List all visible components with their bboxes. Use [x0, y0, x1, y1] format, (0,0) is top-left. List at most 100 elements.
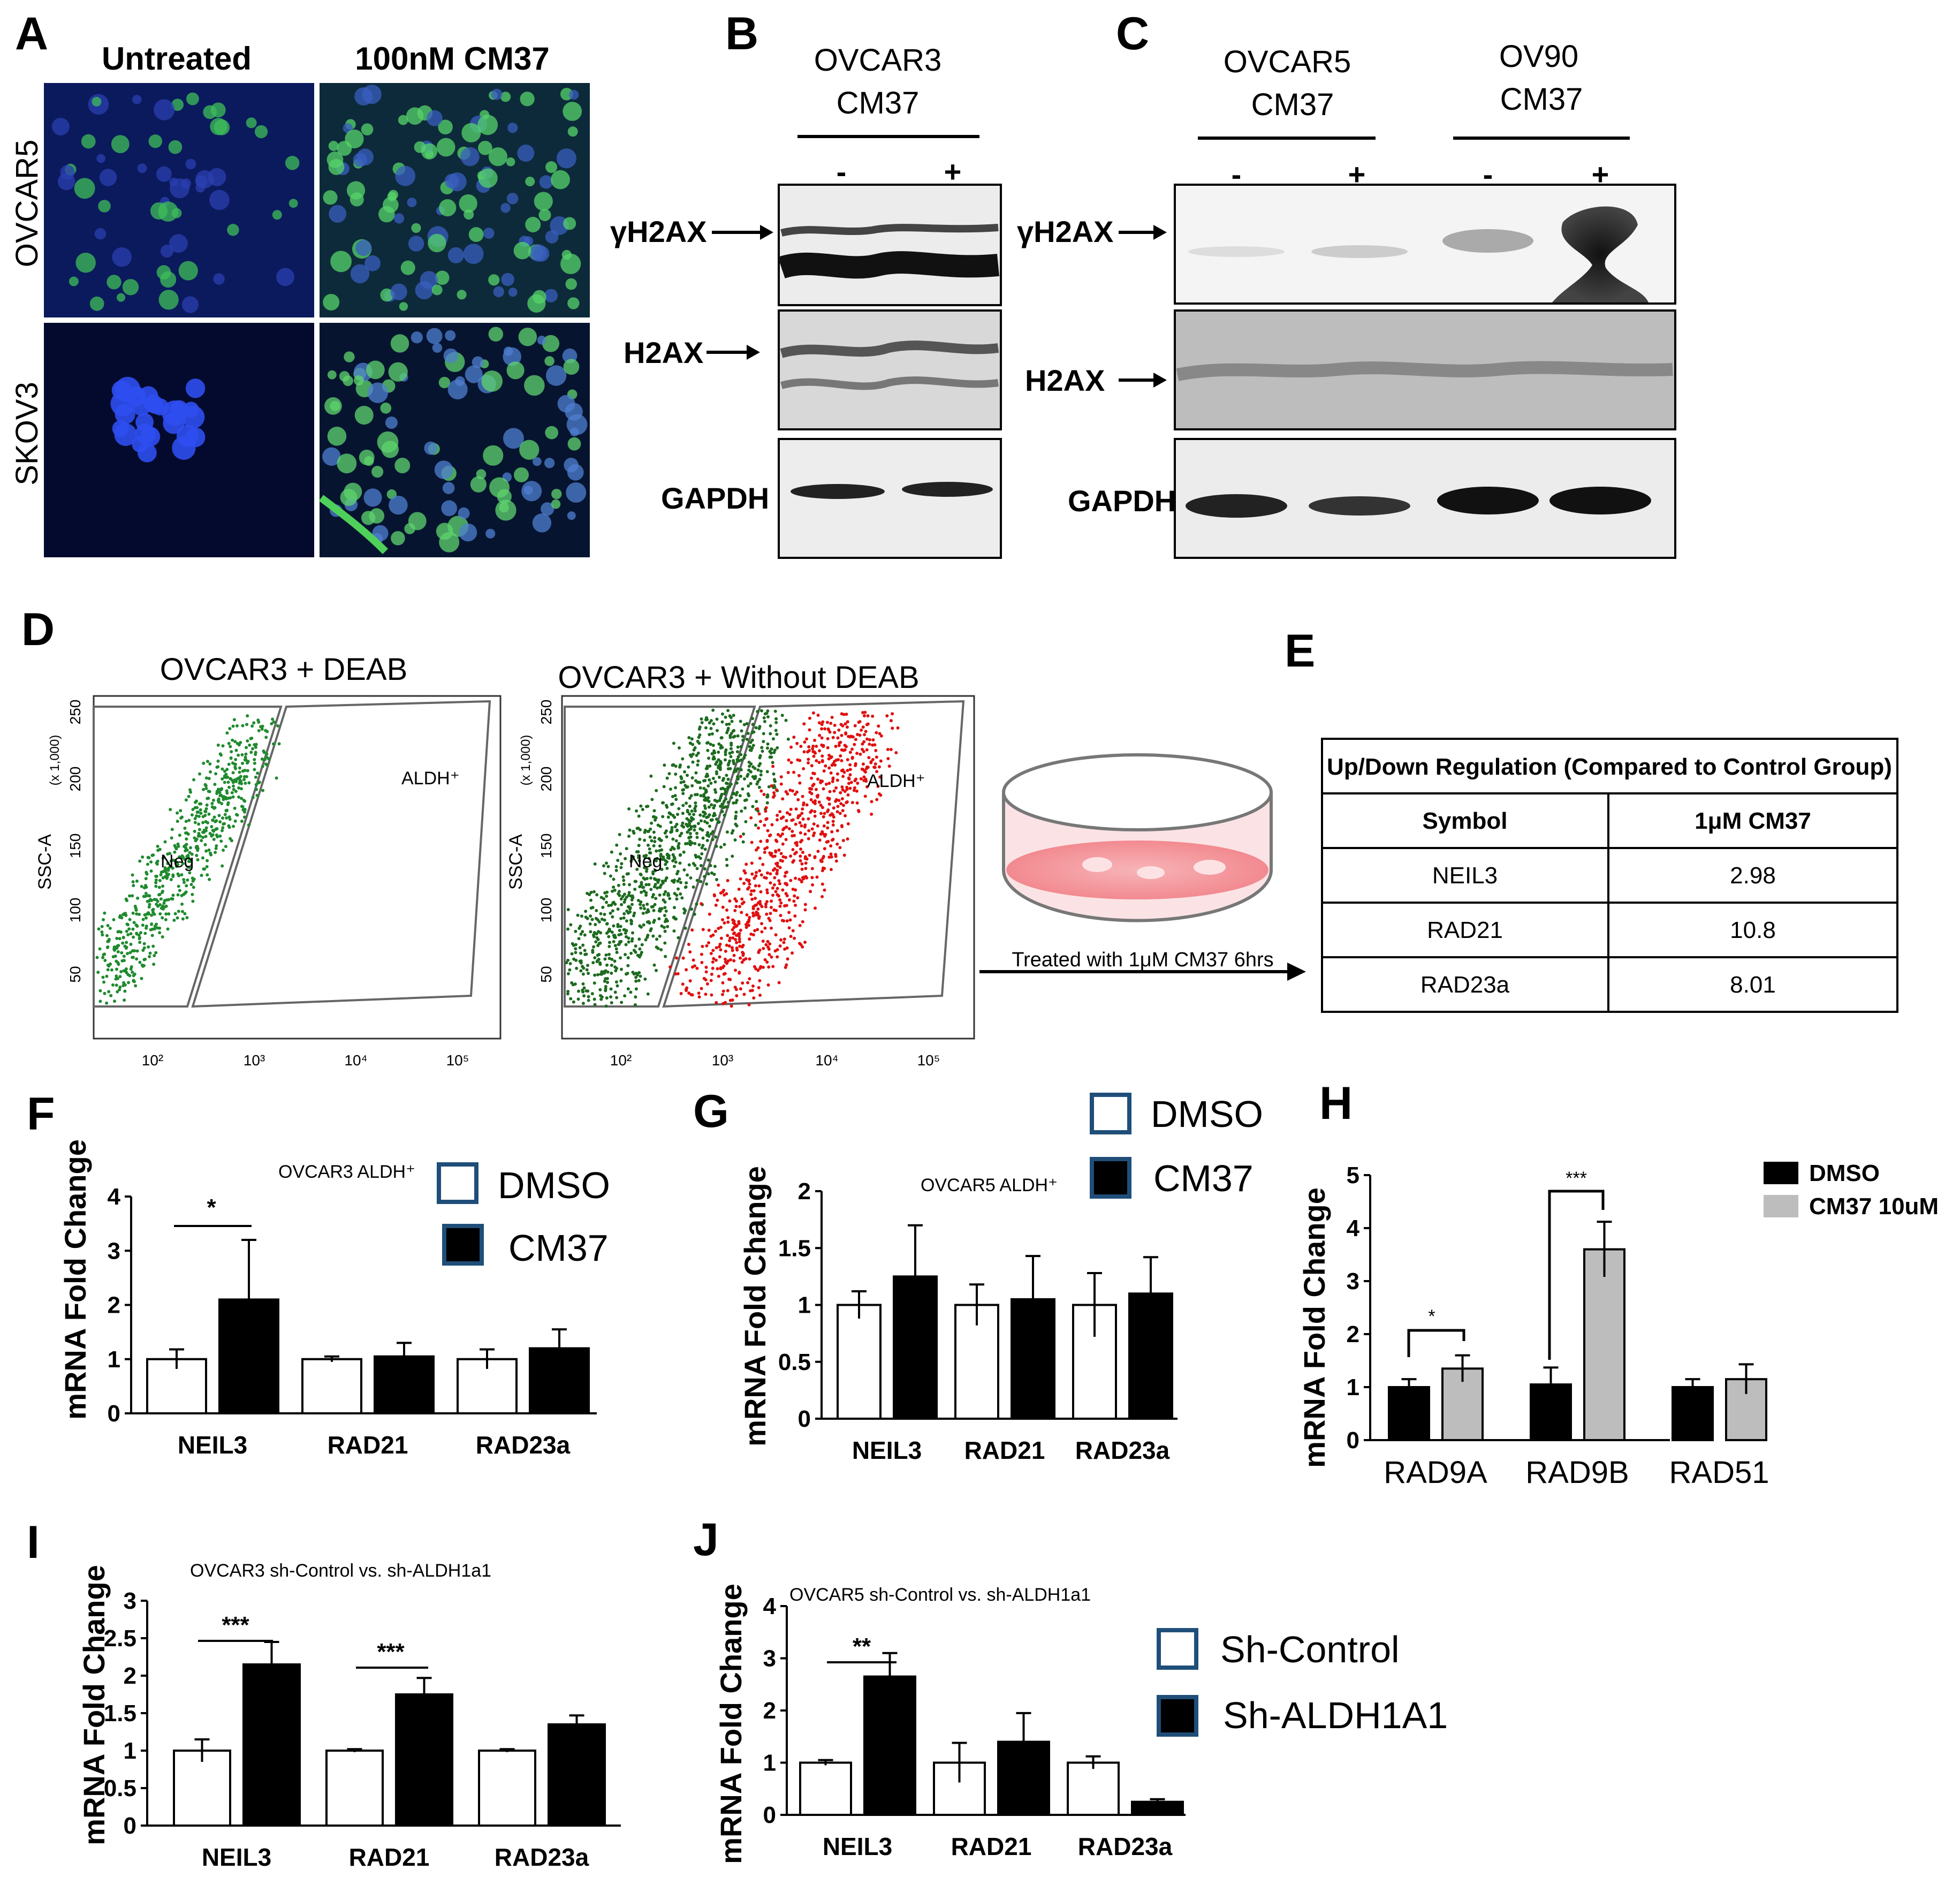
flow-event: [232, 824, 235, 828]
flow-event: [721, 989, 725, 993]
flow-event: [720, 720, 724, 724]
cell-mark: [169, 234, 188, 253]
flow-event: [822, 769, 826, 773]
flow-event: [272, 720, 276, 724]
flow-event: [608, 929, 612, 933]
flow-event: [674, 839, 678, 843]
blot-c-gh2ax-band-1: [1188, 246, 1285, 257]
cell-mark: [436, 138, 455, 157]
flow-event: [861, 742, 864, 746]
flow-event: [264, 729, 268, 732]
flow-event: [802, 767, 806, 770]
flow-event: [184, 890, 188, 894]
flow-event: [649, 851, 652, 855]
flow-event: [703, 806, 707, 810]
flow-event: [581, 982, 585, 986]
flow-event: [162, 902, 166, 905]
gene-table-cell: 8.01: [1730, 972, 1776, 998]
flow-event: [730, 1004, 733, 1008]
flow-event: [756, 907, 760, 911]
blot-c-label-gapdh: GAPDH: [1068, 484, 1176, 518]
flow-event: [162, 870, 165, 874]
flow-event: [725, 864, 729, 867]
cell-mark: [254, 125, 268, 139]
flow-event: [127, 981, 131, 985]
flow-event: [834, 854, 838, 858]
flow-event: [830, 763, 834, 767]
flow-event: [826, 727, 830, 731]
panel-a-label: A: [15, 8, 48, 59]
flow-event: [778, 810, 782, 814]
flow-event: [831, 838, 834, 842]
flow-event: [241, 724, 245, 728]
flow-event: [732, 921, 735, 925]
flow-event: [758, 899, 762, 903]
flow-event: [591, 961, 595, 965]
flow-event: [721, 778, 725, 782]
flow-event: [173, 912, 177, 915]
flow-event: [239, 779, 243, 783]
flow-event: [697, 736, 701, 739]
flow-event: [634, 944, 637, 948]
flow-event: [585, 968, 589, 972]
category-label: RAD23a: [495, 1843, 589, 1871]
chart-f-legend-cm37: CM37: [508, 1227, 609, 1269]
chart-f-legend-dmso: DMSO: [498, 1164, 610, 1206]
flow-event: [254, 745, 257, 749]
cell-mark: [567, 126, 578, 137]
flow-event: [181, 862, 185, 866]
flow-event: [741, 981, 745, 985]
flow-event: [709, 718, 713, 722]
cell-mark: [566, 482, 587, 503]
flow-event: [711, 757, 715, 761]
flow-event: [803, 857, 807, 860]
cell-mark: [438, 376, 451, 389]
flow-event: [724, 748, 728, 752]
flow-event: [861, 725, 865, 729]
cell-mark: [367, 382, 389, 403]
flow-event: [188, 788, 192, 792]
cell-mark: [477, 115, 498, 135]
flow-event: [732, 735, 735, 739]
flow-event: [185, 884, 188, 888]
flow-event: [615, 843, 619, 847]
panel-i: I OVCAR3 sh-Control vs. sh-ALDH1a1 mRNA …: [27, 1517, 621, 1871]
flow-event: [889, 719, 893, 723]
flow-event: [214, 772, 218, 776]
flow-event: [211, 798, 215, 802]
flow-event: [270, 722, 274, 725]
flow-event: [685, 968, 688, 972]
cell-mark: [388, 362, 408, 382]
flow-event: [714, 762, 718, 766]
flow-event: [247, 823, 250, 827]
flow-event: [652, 830, 656, 834]
flow-event: [187, 819, 191, 822]
flow-event: [172, 919, 176, 922]
flow-event: [102, 918, 105, 921]
flow-event: [840, 733, 844, 737]
flow-event: [193, 836, 196, 840]
cell-mark: [544, 289, 558, 302]
flow-event: [725, 774, 728, 777]
flow-event: [689, 794, 693, 798]
cell-mark: [459, 523, 477, 542]
flow-event: [653, 903, 657, 906]
flow-event: [812, 831, 816, 835]
flow-event: [729, 782, 733, 786]
flow-event: [774, 721, 778, 724]
flow-event: [739, 745, 743, 748]
flow-event: [612, 934, 616, 937]
flow-event: [708, 732, 711, 736]
flow-event: [749, 770, 753, 774]
flow-event: [231, 771, 235, 775]
flow-event: [141, 923, 145, 927]
flow-event: [214, 846, 218, 850]
flow-event: [734, 905, 738, 909]
cell-mark: [354, 406, 374, 425]
flow-event: [846, 822, 850, 826]
flow-event: [614, 969, 618, 973]
flow-event: [569, 997, 573, 1001]
flow-event: [871, 758, 875, 761]
blot-b-label-h2ax: H2AX: [624, 336, 703, 369]
flow-event: [650, 839, 654, 843]
